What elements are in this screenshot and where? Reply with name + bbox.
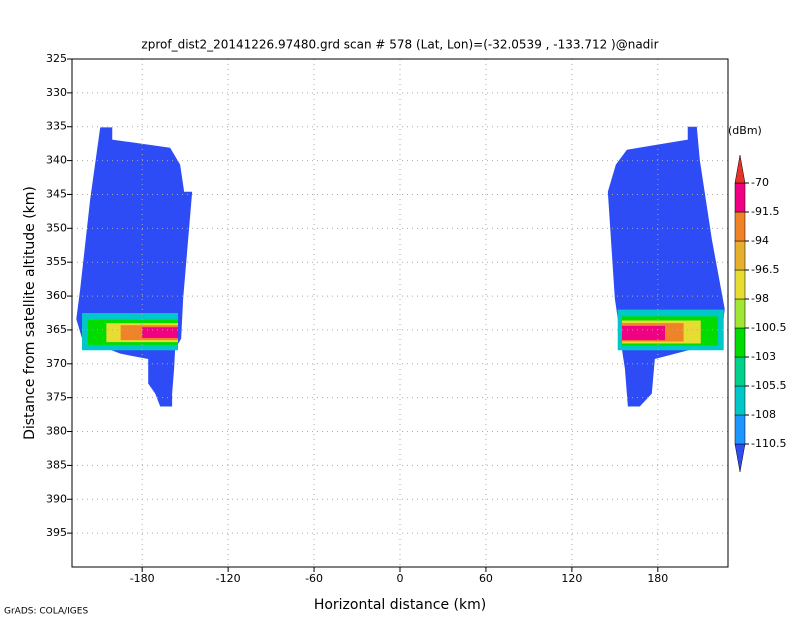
colorbar-segment xyxy=(734,298,746,329)
y-tick-label: 335 xyxy=(46,120,67,133)
colorbar-segment xyxy=(734,356,746,387)
colorbar-tick-label: -91.5 xyxy=(751,205,779,218)
field-region xyxy=(607,126,725,407)
y-tick-label: 330 xyxy=(46,86,67,99)
y-tick-label: 395 xyxy=(46,526,67,539)
colorbar-tick-label: -105.5 xyxy=(751,379,786,392)
chart-title: zprof_dist2_20141226.97480.grd scan # 57… xyxy=(141,38,658,52)
y-tick-label: 360 xyxy=(46,289,67,302)
colorbar-segment xyxy=(734,327,746,358)
colorbar-label: (dBm) xyxy=(728,124,762,137)
colorbar-segment xyxy=(734,211,746,242)
y-tick-label: 385 xyxy=(46,458,67,471)
footer: GrADS: COLA/IGES xyxy=(4,607,88,617)
x-tick-label: -180 xyxy=(130,572,155,585)
colorbar-tick-label: -94 xyxy=(751,234,769,247)
y-tick-label: 355 xyxy=(46,255,67,268)
colorbar-tick-label: -103 xyxy=(751,350,776,363)
y-tick-label: 375 xyxy=(46,391,67,404)
field-region xyxy=(142,327,178,339)
colorbar-segment xyxy=(734,182,746,213)
colorbar-tick-label: -70 xyxy=(751,176,769,189)
y-axis-label: Distance from satellite altitude (km) xyxy=(22,186,38,440)
x-tick-label: -120 xyxy=(216,572,241,585)
y-tick-label: 340 xyxy=(46,154,67,167)
x-tick-label: 0 xyxy=(397,572,404,585)
colorbar-segment xyxy=(734,385,746,416)
colorbar-segment xyxy=(734,269,746,300)
colorbar-under xyxy=(734,443,746,473)
colorbar-tick-label: -96.5 xyxy=(751,263,779,276)
plot-frame xyxy=(71,58,729,568)
y-tick-label: 370 xyxy=(46,357,67,370)
y-tick-label: 345 xyxy=(46,187,67,200)
field-region xyxy=(76,127,193,407)
colorbar-tick-label: -100.5 xyxy=(751,321,786,334)
colorbar-tick-label: -98 xyxy=(751,292,769,305)
y-tick-label: 325 xyxy=(46,52,67,65)
colorbar-segment xyxy=(734,414,746,445)
y-tick-label: 380 xyxy=(46,425,67,438)
field-region xyxy=(622,325,665,341)
colorbar-tick-label: -108 xyxy=(751,408,776,421)
x-tick-label: 120 xyxy=(561,572,582,585)
x-tick-label: -60 xyxy=(305,572,323,585)
y-tick-label: 365 xyxy=(46,323,67,336)
x-tick-label: 180 xyxy=(647,572,668,585)
colorbar-tick-label: -110.5 xyxy=(751,437,786,450)
x-tick-label: 60 xyxy=(479,572,493,585)
colorbar-over xyxy=(734,154,746,184)
x-axis-label: Horizontal distance (km) xyxy=(314,597,486,613)
y-tick-label: 350 xyxy=(46,221,67,234)
colorbar-segment xyxy=(734,240,746,271)
y-tick-label: 390 xyxy=(46,492,67,505)
